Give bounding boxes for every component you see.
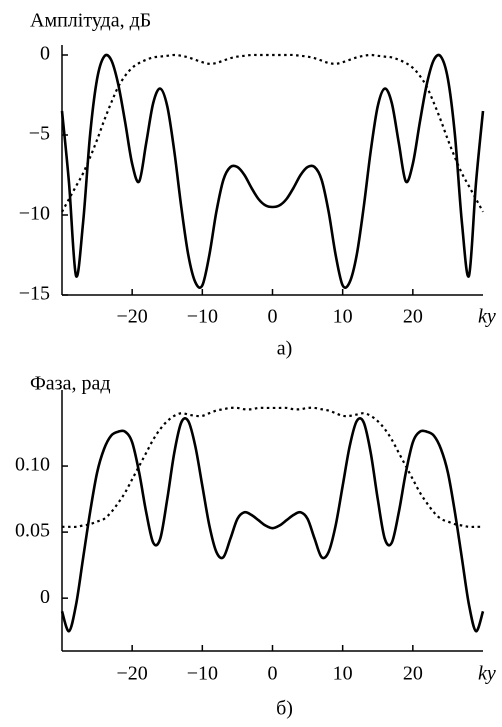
x-tick-label: 0 <box>268 306 278 328</box>
x-tick-label: −10 <box>187 663 218 685</box>
x-tick-label: 20 <box>403 663 423 685</box>
data-line <box>60 417 485 633</box>
y-tick-label: 0.10 <box>15 454 50 476</box>
chart-title: Амплітуда, дБ <box>30 10 151 32</box>
x-axis-label: ky <box>478 663 496 685</box>
data-line <box>61 53 484 213</box>
x-tick-label: 20 <box>403 306 423 328</box>
x-tick-label: 0 <box>268 663 278 685</box>
y-tick-label: −15 <box>19 283 50 305</box>
x-tick-label: 10 <box>333 663 353 685</box>
chart-title: Фаза, рад <box>30 373 111 395</box>
caption: б) <box>276 698 293 720</box>
x-tick-label: −20 <box>117 663 148 685</box>
y-tick-label: 0.05 <box>15 520 50 542</box>
y-tick-label: 0 <box>40 43 50 65</box>
data-line <box>61 406 483 529</box>
y-tick-label: −5 <box>29 123 50 145</box>
x-tick-label: 10 <box>333 306 353 328</box>
caption: а) <box>277 338 293 360</box>
y-tick-label: −10 <box>19 203 50 225</box>
x-axis-label: ky <box>478 306 496 328</box>
data-line <box>60 53 485 289</box>
x-tick-label: −10 <box>187 306 218 328</box>
x-tick-label: −20 <box>117 306 148 328</box>
y-tick-label: 0 <box>40 586 50 608</box>
